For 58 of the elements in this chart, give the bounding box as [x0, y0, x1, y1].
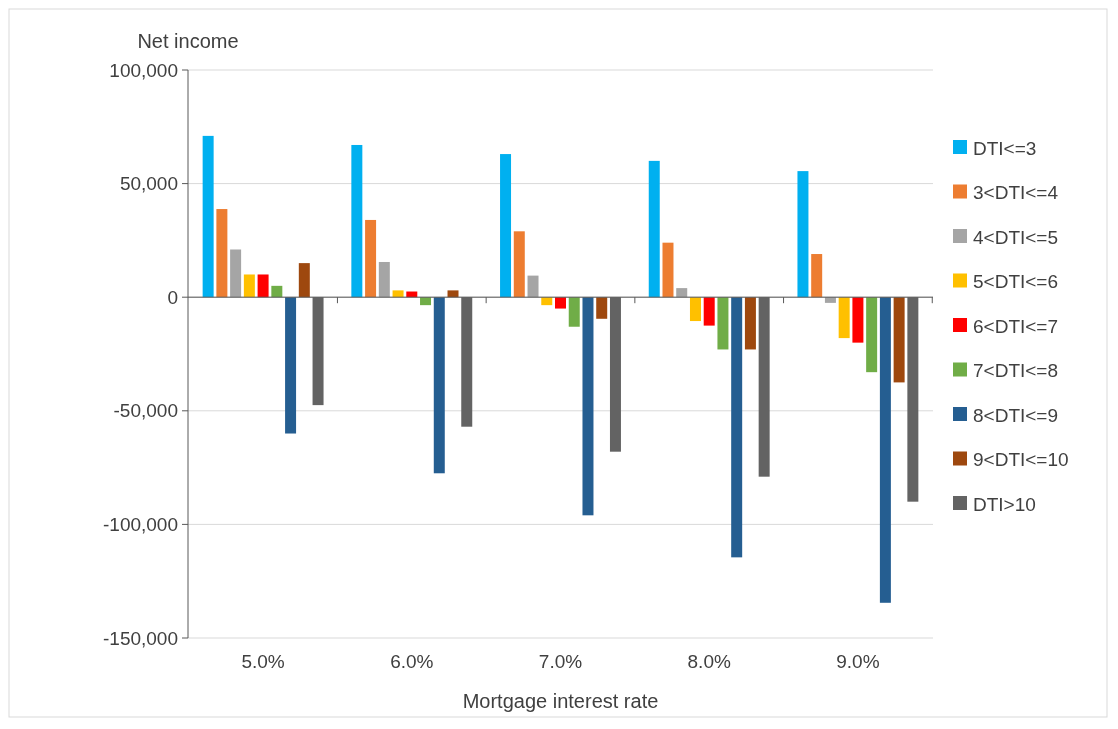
- bar: [202, 135, 214, 298]
- bar: [392, 290, 404, 298]
- legend-label: 5<DTI<=6: [973, 271, 1059, 293]
- y-tick-label: -100,000: [102, 514, 178, 536]
- bar: [271, 285, 283, 298]
- bar: [676, 288, 688, 298]
- y-axis-title: Net income: [137, 30, 239, 52]
- bar: [811, 254, 823, 298]
- bar: [648, 160, 660, 298]
- bar: [447, 290, 459, 298]
- legend-label: 3<DTI<=4: [973, 182, 1059, 204]
- bar: [378, 261, 390, 298]
- bar: [852, 297, 864, 343]
- bar: [662, 242, 674, 298]
- bar: [689, 297, 701, 322]
- bar: [433, 297, 445, 474]
- x-tick-label: 5.0%: [241, 651, 285, 672]
- legend-label: DTI<=3: [973, 137, 1037, 159]
- legend-label: 6<DTI<=7: [973, 315, 1059, 337]
- bar: [596, 297, 608, 319]
- bar: [568, 297, 580, 327]
- bar: [879, 297, 891, 603]
- y-tick-label: 50,000: [119, 173, 178, 195]
- bar: [257, 274, 269, 298]
- bar: [351, 144, 363, 298]
- bar: [555, 297, 566, 309]
- bar: [500, 154, 512, 298]
- bar: [838, 297, 850, 339]
- y-tick-label: 100,000: [109, 59, 178, 81]
- bar: [866, 297, 878, 373]
- bar: [243, 274, 255, 298]
- x-tick-label: 6.0%: [390, 651, 434, 672]
- legend-label: DTI>10: [973, 493, 1036, 515]
- bar: [717, 297, 729, 350]
- y-tick-label: -50,000: [113, 400, 178, 422]
- bar: [513, 231, 525, 298]
- bar: [216, 209, 228, 298]
- bar: [230, 249, 242, 298]
- x-tick-label: 7.0%: [538, 651, 583, 672]
- bar: [797, 171, 809, 298]
- bar: [731, 297, 743, 558]
- bar: [893, 297, 905, 383]
- bar: [527, 275, 539, 298]
- x-tick-label: 9.0%: [836, 651, 880, 672]
- bar: [365, 219, 377, 298]
- bar: [703, 297, 715, 326]
- y-tick-label: 0: [167, 286, 178, 308]
- bar: [744, 297, 756, 350]
- x-tick-label: 8.0%: [687, 651, 731, 672]
- legend-label: 8<DTI<=9: [973, 404, 1059, 426]
- y-tick-label: -150,000: [102, 627, 178, 649]
- legend-label: 7<DTI<=8: [973, 360, 1059, 382]
- bar: [298, 263, 310, 298]
- x-axis-title: Mortgage interest rate: [462, 690, 659, 712]
- bar: [285, 297, 297, 434]
- legend-label: 4<DTI<=5: [973, 226, 1059, 248]
- legend-label: 9<DTI<=10: [973, 449, 1069, 471]
- bar: [582, 297, 594, 516]
